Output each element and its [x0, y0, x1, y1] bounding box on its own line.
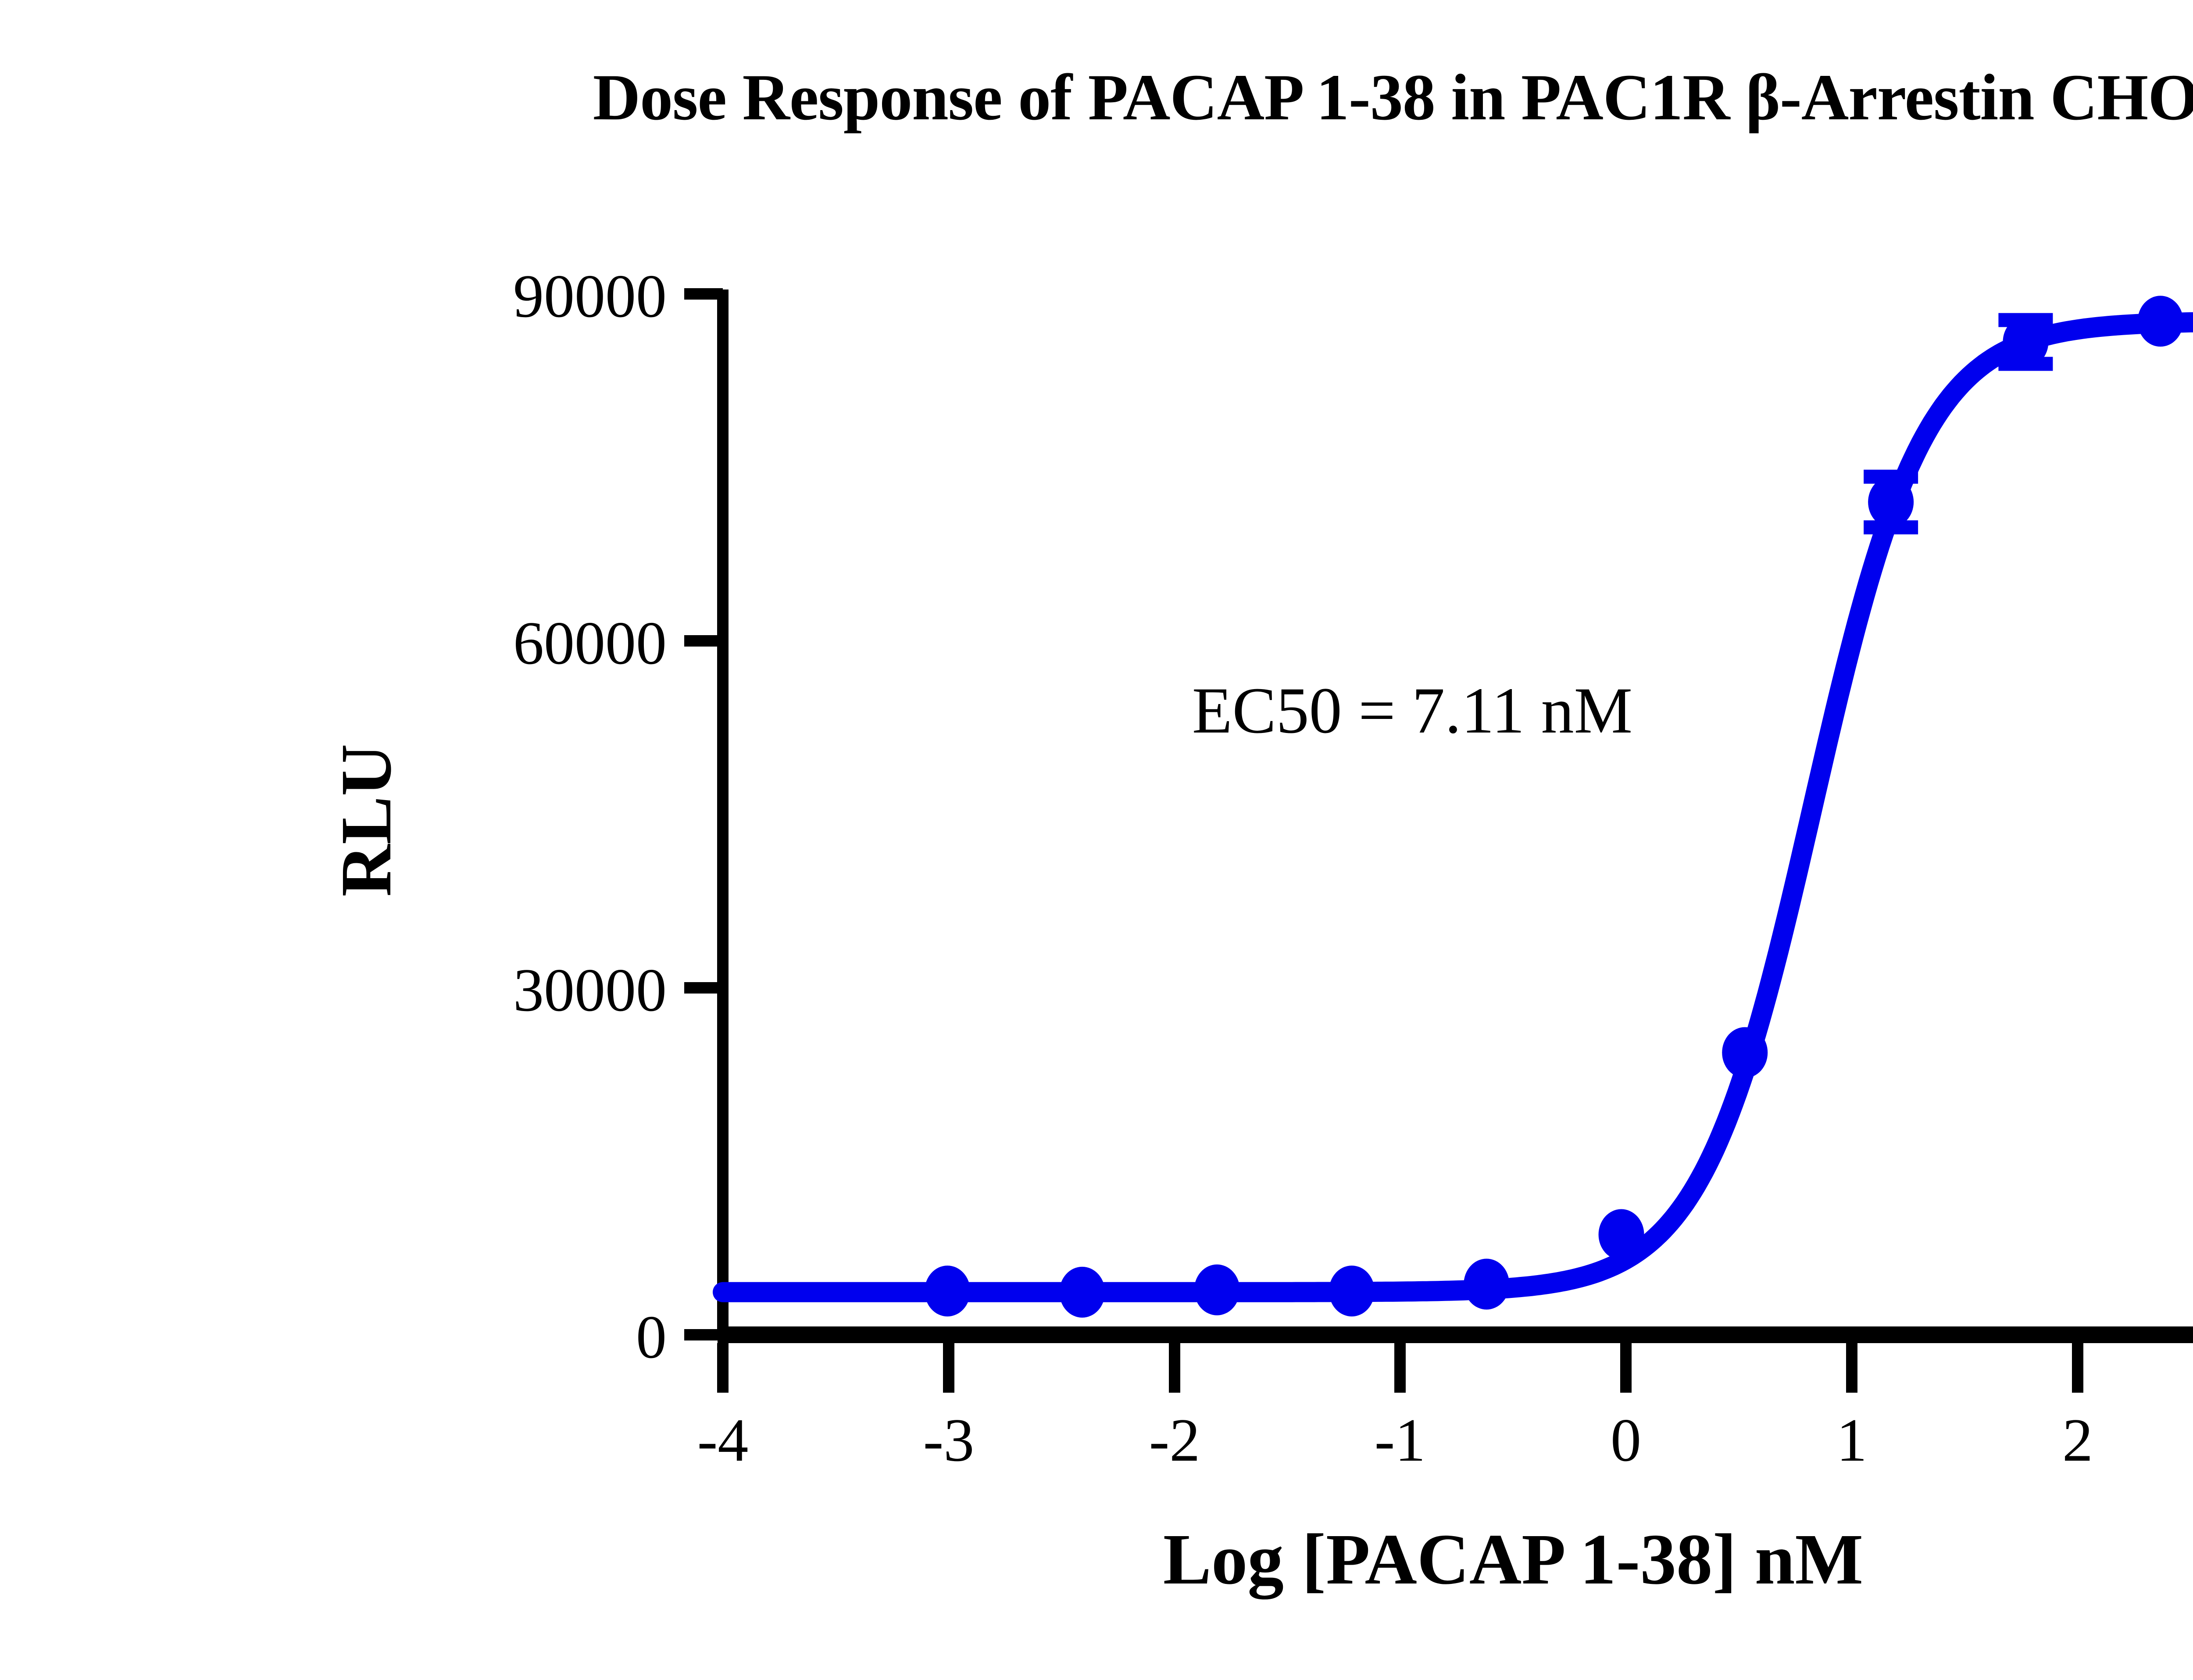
data-point-marker [1722, 1027, 1768, 1078]
data-point-marker [1868, 476, 1914, 528]
data-point-marker [925, 1265, 971, 1317]
y-axis-tick-labels: 0 30000 60000 90000 [513, 262, 667, 1371]
data-point-marker [1329, 1265, 1375, 1317]
x-tick-label--2: -2 [1149, 1406, 1200, 1474]
data-point-marker [1194, 1264, 1240, 1315]
ec50-annotation: EC50 = 7.11 nM [1192, 674, 1632, 747]
data-point-marker [2137, 296, 2183, 347]
axis-lines [717, 290, 2193, 1343]
x-axis-ticks [717, 1343, 2083, 1393]
data-points-group [925, 296, 2183, 1318]
data-point-marker [1464, 1258, 1510, 1310]
data-point-marker [1598, 1209, 1644, 1260]
data-point-marker [1059, 1266, 1105, 1318]
dose-response-curve [713, 312, 2193, 1302]
x-tick-label-2: 2 [2062, 1406, 2093, 1474]
x-tick-label-1: 1 [1836, 1406, 1867, 1474]
x-tick-label--1: -1 [1375, 1406, 1426, 1474]
x-axis-tick-labels: -4 -3 -2 -1 0 1 2 3 [697, 1406, 2093, 1474]
chart-title: Dose Response of PACAP 1-38 in PAC1R β-A… [593, 61, 2193, 134]
y-axis-ticks [684, 288, 723, 1340]
y-axis-title: RLU [326, 744, 406, 897]
y-tick-label-0: 0 [636, 1303, 667, 1371]
y-tick-label-60000: 60000 [513, 609, 667, 677]
fit-curve-group [713, 312, 2193, 1302]
y-tick-label-90000: 90000 [513, 262, 667, 330]
x-tick-label--4: -4 [697, 1406, 749, 1474]
x-tick-label-0: 0 [1611, 1406, 1641, 1474]
data-point-marker [2003, 316, 2049, 368]
x-tick-label--3: -3 [923, 1406, 975, 1474]
x-axis-title: Log [PACAP 1-38] nM [1163, 1519, 1863, 1600]
y-tick-label-30000: 30000 [513, 956, 667, 1024]
